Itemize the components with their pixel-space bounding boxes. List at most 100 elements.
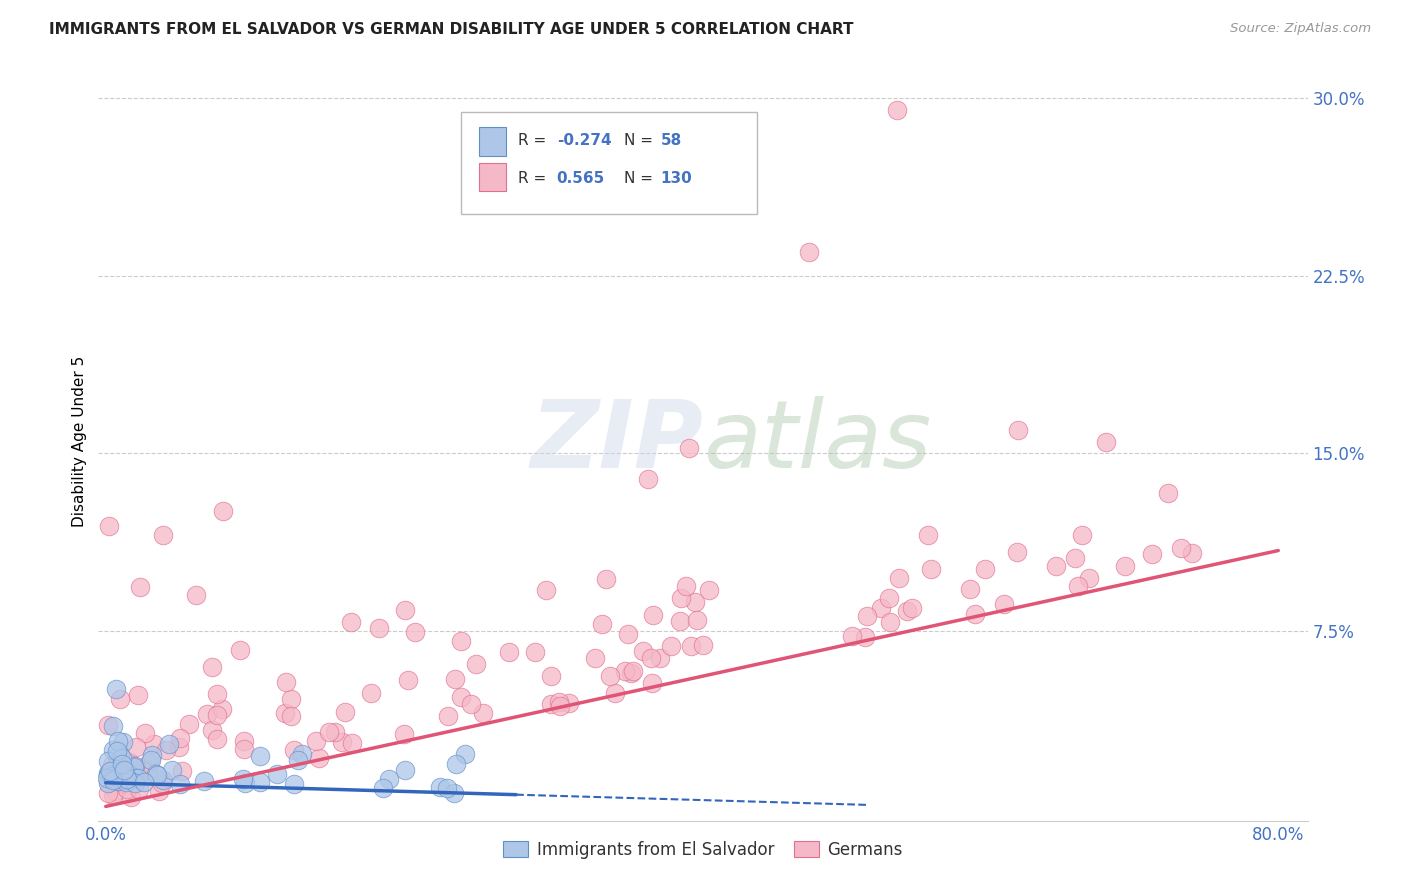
Point [150, 776, 173, 790]
Point [108, 748, 131, 763]
Point [378, 772, 401, 787]
Point [886, 103, 908, 117]
Point [614, 665, 637, 679]
Text: IMMIGRANTS FROM EL SALVADOR VS GERMAN DISABILITY AGE UNDER 5 CORRELATION CHART: IMMIGRANTS FROM EL SALVADOR VS GERMAN DI… [49, 22, 853, 37]
Y-axis label: Disability Age Under 5: Disability Age Under 5 [72, 356, 87, 527]
Point [540, 668, 562, 682]
Point [96, 771, 118, 785]
Point [169, 777, 191, 791]
Point [125, 766, 148, 780]
Point [107, 733, 129, 747]
Point [973, 562, 995, 576]
Point [111, 751, 134, 765]
Point [101, 768, 124, 782]
Point [1070, 528, 1092, 542]
Point [1170, 541, 1192, 556]
Point [450, 634, 472, 648]
Point [169, 731, 191, 746]
Point [129, 580, 152, 594]
Point [97, 768, 120, 782]
Point [323, 725, 346, 739]
Point [148, 784, 170, 798]
Point [1007, 423, 1029, 437]
Point [669, 615, 692, 629]
Point [450, 690, 472, 705]
Point [870, 601, 893, 615]
Point [675, 579, 697, 593]
Point [115, 782, 138, 797]
Point [207, 731, 229, 746]
Point [97, 786, 120, 800]
Point [901, 601, 924, 615]
Point [193, 774, 215, 789]
Point [536, 582, 558, 597]
Point [318, 725, 340, 739]
Point [1078, 571, 1101, 585]
Point [287, 753, 309, 767]
Point [101, 772, 124, 787]
Point [128, 781, 150, 796]
Point [274, 706, 297, 721]
Point [167, 739, 190, 754]
Point [124, 759, 146, 773]
Point [841, 630, 863, 644]
Text: R =: R = [517, 171, 551, 186]
Point [160, 763, 183, 777]
Point [1181, 546, 1204, 560]
Point [444, 757, 467, 772]
Point [276, 674, 298, 689]
Point [124, 776, 146, 790]
Point [692, 638, 714, 652]
Point [145, 766, 167, 780]
Point [436, 781, 458, 796]
Point [637, 472, 659, 486]
Point [121, 763, 143, 777]
Point [195, 706, 218, 721]
Point [333, 705, 356, 719]
Point [107, 744, 129, 758]
Point [117, 766, 139, 780]
Point [917, 527, 939, 541]
Point [371, 781, 394, 796]
Point [101, 719, 124, 733]
Point [332, 735, 354, 749]
Text: 58: 58 [661, 133, 682, 148]
Point [583, 650, 606, 665]
Point [603, 686, 626, 700]
Point [1156, 486, 1178, 500]
Point [111, 776, 134, 790]
Point [115, 772, 138, 786]
Point [460, 698, 482, 712]
Point [170, 764, 193, 778]
Point [621, 664, 644, 678]
Point [233, 776, 256, 790]
Point [177, 717, 200, 731]
Point [101, 742, 124, 756]
Point [211, 702, 233, 716]
Point [429, 780, 451, 794]
Point [114, 767, 136, 781]
Point [112, 735, 135, 749]
Point [186, 588, 208, 602]
Point [120, 789, 142, 804]
Point [97, 775, 120, 789]
Point [643, 608, 665, 623]
Point [548, 695, 571, 709]
Point [104, 682, 127, 697]
Point [591, 617, 613, 632]
Point [308, 751, 330, 765]
Point [1064, 551, 1087, 566]
Point [280, 692, 302, 706]
Point [104, 784, 127, 798]
Point [212, 504, 235, 518]
Point [548, 698, 571, 713]
Point [125, 739, 148, 754]
Point [266, 767, 288, 781]
Point [558, 697, 581, 711]
Point [443, 786, 465, 800]
Text: -0.274: -0.274 [557, 133, 612, 148]
Point [111, 756, 134, 771]
Point [699, 583, 721, 598]
Point [138, 756, 160, 771]
Point [678, 441, 700, 455]
